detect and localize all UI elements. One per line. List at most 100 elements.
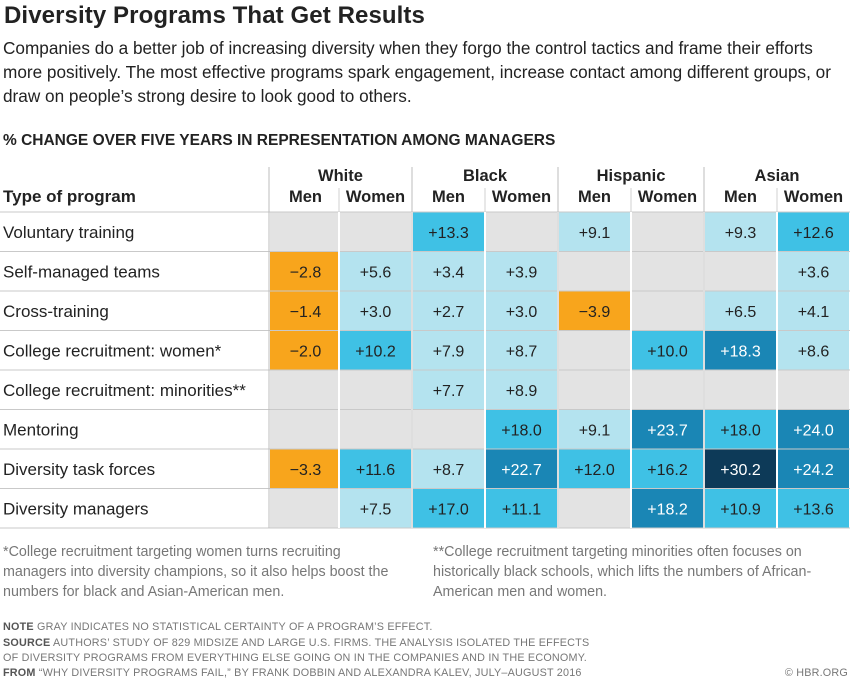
source-label: SOURCE [3, 637, 51, 649]
data-cell [486, 251, 557, 291]
data-cell [340, 212, 411, 252]
cell-value: +6.5 [725, 304, 757, 321]
data-cell [340, 291, 411, 331]
data-cell [705, 409, 776, 449]
data-cell [413, 251, 484, 291]
data-cell [413, 488, 484, 528]
row-label: Mentoring [3, 420, 79, 439]
cell-value: +10.2 [355, 343, 396, 360]
cell-value: +24.2 [793, 462, 834, 479]
cell-value: −2.0 [290, 343, 322, 360]
cell-value: +17.0 [428, 501, 469, 518]
data-cell [705, 251, 776, 291]
from-label: FROM [3, 667, 36, 679]
data-cell [632, 449, 703, 489]
footnote-women: *College recruitment targeting women tur… [3, 544, 389, 600]
data-cell [413, 212, 484, 252]
data-cell [340, 330, 411, 370]
data-cell [413, 449, 484, 489]
note-text: GRAY INDICATES NO STATISTICAL CERTAINTY … [33, 621, 433, 633]
note-line: NOTE GRAY INDICATES NO STATISTICAL CERTA… [3, 621, 433, 633]
data-cell [632, 212, 703, 252]
note-label: NOTE [3, 621, 34, 633]
data-cell [778, 409, 849, 449]
credit-text: © HBR.ORG [784, 667, 848, 679]
cell-value: +3.9 [506, 264, 538, 281]
cell-value: +18.0 [720, 422, 761, 439]
data-cell [705, 449, 776, 489]
data-cell [632, 251, 703, 291]
cell-value: +10.9 [720, 501, 761, 518]
from-text: “WHY DIVERSITY PROGRAMS FAIL,” BY FRANK … [35, 667, 582, 679]
row-label: College recruitment: women* [3, 341, 222, 360]
cell-value: +8.6 [798, 343, 830, 360]
row-label: Voluntary training [3, 223, 134, 242]
row-label: Self-managed teams [3, 262, 160, 281]
cell-value: +7.9 [433, 343, 465, 360]
data-cell [632, 409, 703, 449]
group-header-asian: Asian [755, 167, 800, 185]
data-cell [778, 291, 849, 331]
data-cell [270, 212, 341, 252]
subgroup-header: Women [784, 188, 843, 206]
row-label: Diversity managers [3, 499, 149, 518]
data-cell [705, 291, 776, 331]
data-cell [340, 251, 411, 291]
cell-value: −1.4 [290, 304, 322, 321]
data-cell [486, 330, 557, 370]
data-cell [486, 212, 557, 252]
group-header-hispanic: Hispanic [597, 167, 666, 185]
cell-value: +3.0 [506, 304, 538, 321]
subgroup-header: Men [432, 188, 465, 206]
cell-value: +9.3 [725, 225, 757, 242]
data-cell [270, 488, 341, 528]
footnote-minorities: **College recruitment targeting minoriti… [433, 544, 812, 600]
cell-value: +4.1 [798, 304, 830, 321]
data-cell [413, 370, 484, 410]
data-cell [778, 449, 849, 489]
cell-value: +18.2 [647, 501, 688, 518]
data-cell [340, 449, 411, 489]
data-cell [778, 488, 849, 528]
data-cell [705, 212, 776, 252]
source-line-2: OF DIVERSITY PROGRAMS FROM EVERYTHING EL… [3, 652, 587, 664]
data-cell [632, 330, 703, 370]
subgroup-header: Women [346, 188, 405, 206]
cell-value: −2.8 [290, 264, 322, 281]
group-header-white: White [318, 167, 363, 185]
section-header: % CHANGE OVER FIVE YEARS IN REPRESENTATI… [3, 132, 556, 149]
subgroup-header: Men [578, 188, 611, 206]
cell-value: +22.7 [501, 462, 542, 479]
data-cell [413, 330, 484, 370]
data-cell [486, 488, 557, 528]
data-cell [270, 409, 341, 449]
group-header-black: Black [463, 167, 508, 185]
data-cell [632, 488, 703, 528]
cell-value: +23.7 [647, 422, 688, 439]
cell-value: +7.7 [433, 383, 465, 400]
data-cell [340, 409, 411, 449]
data-cell [270, 449, 341, 489]
subgroup-header: Men [724, 188, 757, 206]
source-text-1: AUTHORS’ STUDY OF 829 MIDSIZE AND LARGE … [50, 637, 590, 649]
data-cell [559, 212, 630, 252]
cell-value: +11.1 [502, 501, 541, 518]
data-cell [340, 488, 411, 528]
source-line-1: SOURCE AUTHORS’ STUDY OF 829 MIDSIZE AND… [3, 637, 589, 649]
data-cell [270, 291, 341, 331]
from-line: FROM “WHY DIVERSITY PROGRAMS FAIL,” BY F… [3, 667, 582, 679]
results-table-chart: White Black Hispanic Asian Men Women Men Women M… [0, 167, 850, 529]
cell-value: +3.6 [798, 264, 830, 281]
data-cell [778, 251, 849, 291]
data-cell [705, 330, 776, 370]
cell-value: +16.2 [647, 462, 688, 479]
data-cell [559, 251, 630, 291]
row-header-label: Type of program [3, 187, 136, 206]
cell-value: +18.0 [501, 422, 542, 439]
cell-value: +11.6 [356, 462, 395, 479]
data-cell [559, 291, 630, 331]
data-cell [632, 291, 703, 331]
data-cell [559, 409, 630, 449]
cell-value: +9.1 [579, 225, 611, 242]
data-cell [778, 330, 849, 370]
